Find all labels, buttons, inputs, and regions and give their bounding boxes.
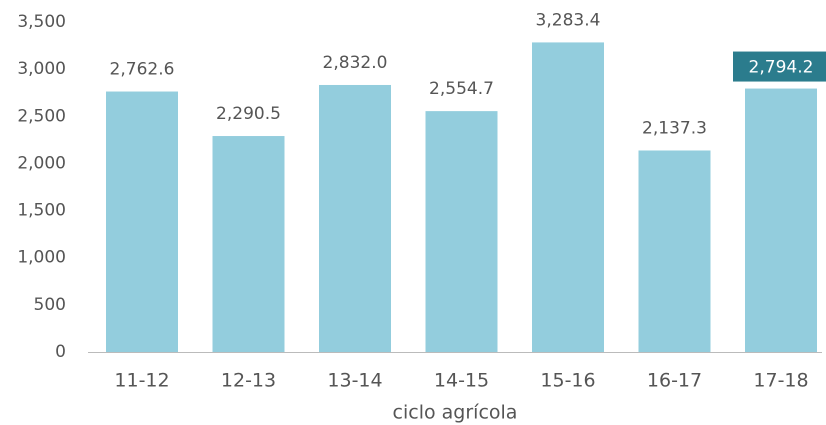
y-tick-label: 500 — [34, 295, 66, 315]
bar — [532, 42, 604, 352]
y-tick-label: 3,500 — [17, 12, 66, 32]
x-axis-title: ciclo agrícola — [393, 402, 518, 424]
x-tick-label: 14-15 — [434, 370, 489, 392]
x-tick-label: 13-14 — [327, 370, 382, 392]
bar — [319, 84, 391, 353]
bar — [425, 111, 498, 352]
x-tick-label: 17-18 — [753, 370, 808, 392]
value-label: 2,794.2 — [749, 58, 814, 78]
value-label: 2,554.7 — [429, 79, 494, 99]
y-tick-label: 2,500 — [17, 106, 66, 126]
value-label: 3,283.4 — [536, 10, 601, 30]
y-tick-label: 1,500 — [17, 201, 66, 221]
value-label: 2,832.0 — [323, 53, 388, 73]
y-tick-label: 2,000 — [17, 153, 66, 173]
value-label: 2,762.6 — [110, 60, 175, 80]
bar — [638, 150, 711, 352]
x-tick-label: 15-16 — [540, 370, 595, 392]
bar — [106, 91, 178, 353]
x-tick-label: 12-13 — [221, 370, 276, 392]
value-label: 2,290.5 — [216, 104, 281, 124]
bar — [745, 88, 817, 352]
value-label: 2,137.3 — [642, 118, 707, 138]
x-tick-label: 16-17 — [647, 370, 702, 392]
y-tick-label: 1,000 — [17, 248, 66, 268]
y-tick-label: 0 — [55, 342, 66, 362]
value-label-highlight — [733, 51, 826, 82]
bar — [212, 136, 285, 352]
y-tick-label: 3,000 — [17, 59, 66, 79]
x-tick-label: 11-12 — [114, 370, 169, 392]
